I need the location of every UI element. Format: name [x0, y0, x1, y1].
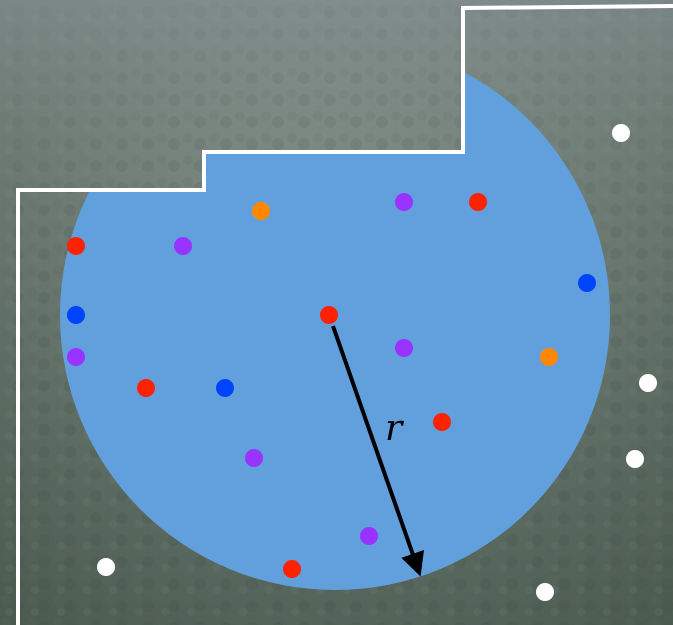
- radius-arrow: [331, 325, 424, 577]
- radius-label: r: [385, 408, 404, 449]
- white-point: [97, 558, 115, 576]
- red-point: [67, 237, 85, 255]
- white-point: [536, 583, 554, 601]
- red-point: [137, 379, 155, 397]
- purple-point: [395, 339, 413, 357]
- orange-point: [252, 202, 270, 220]
- blue-point: [578, 274, 596, 292]
- red-point: [433, 413, 451, 431]
- white-point: [639, 374, 657, 392]
- blue-point: [216, 379, 234, 397]
- red-point: [283, 560, 301, 578]
- red-point: [320, 306, 338, 324]
- white-point: [626, 450, 644, 468]
- orange-point: [540, 348, 558, 366]
- red-point: [469, 193, 487, 211]
- purple-point: [245, 449, 263, 467]
- points-layer: [67, 124, 657, 601]
- purple-point: [174, 237, 192, 255]
- region-boundary-line: [16, 4, 673, 625]
- purple-point: [67, 348, 85, 366]
- white-point: [612, 124, 630, 142]
- blue-point: [67, 306, 85, 324]
- purple-point: [360, 527, 378, 545]
- purple-point: [395, 193, 413, 211]
